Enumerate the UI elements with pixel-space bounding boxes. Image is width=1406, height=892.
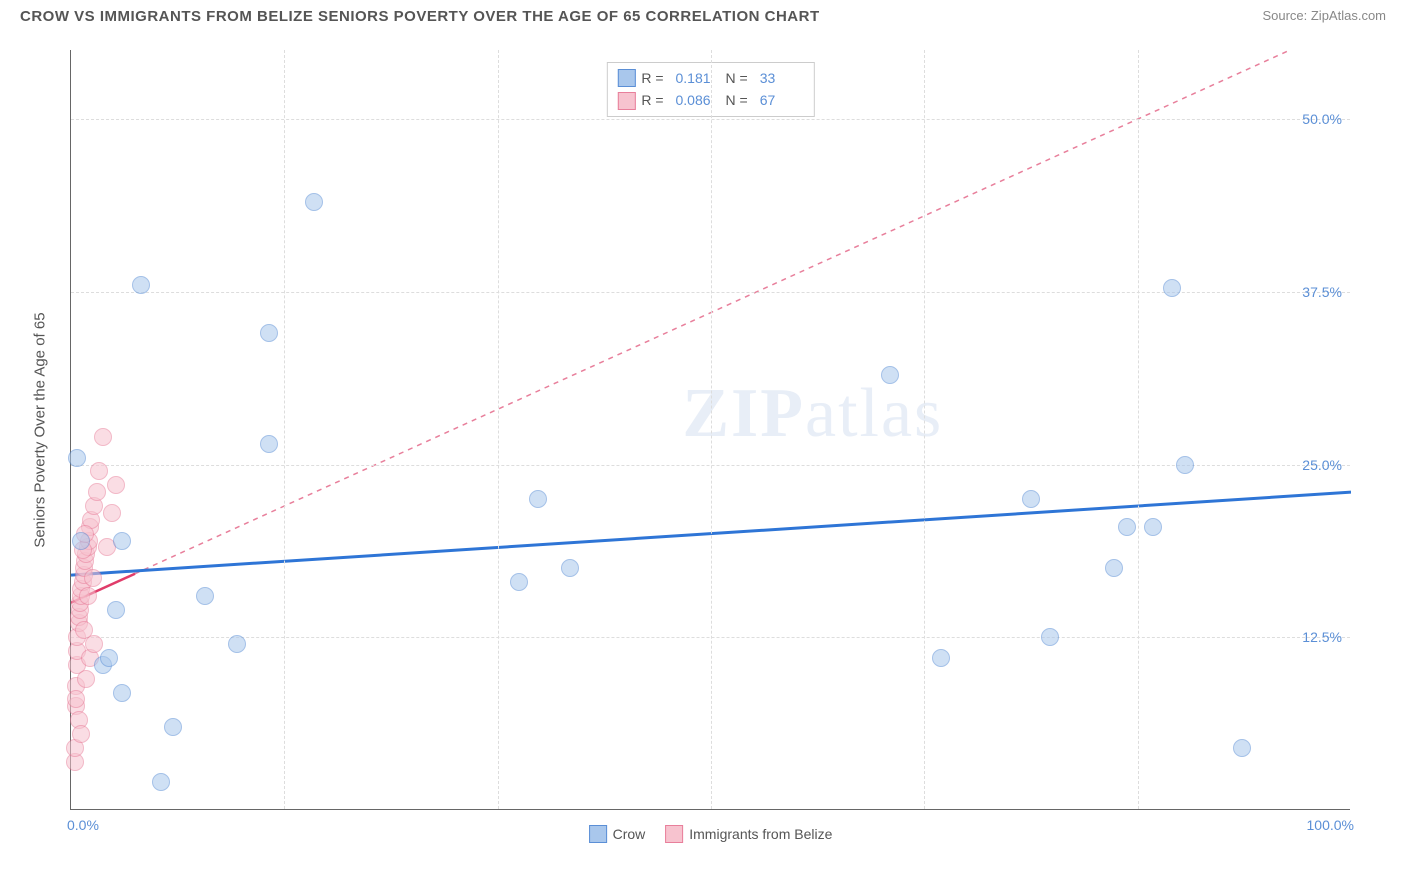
- point-belize: [94, 428, 112, 446]
- point-crow: [132, 276, 150, 294]
- point-belize: [90, 462, 108, 480]
- point-crow: [260, 324, 278, 342]
- legend-swatch-belize: [617, 92, 635, 110]
- gridline-v: [284, 50, 285, 809]
- gridline-v: [1138, 50, 1139, 809]
- x-tick-label: 100.0%: [1307, 817, 1354, 833]
- belize-n-value: 67: [760, 89, 804, 111]
- point-crow: [510, 573, 528, 591]
- point-crow: [196, 587, 214, 605]
- gridline-v: [711, 50, 712, 809]
- legend-item-crow: Crow: [589, 825, 646, 843]
- point-belize: [84, 569, 102, 587]
- point-belize: [107, 476, 125, 494]
- series-legend: Crow Immigrants from Belize: [589, 825, 833, 843]
- point-crow: [881, 366, 899, 384]
- point-belize: [88, 483, 106, 501]
- point-crow: [1118, 518, 1136, 536]
- point-crow: [100, 649, 118, 667]
- point-crow: [1144, 518, 1162, 536]
- chart-container: Seniors Poverty Over the Age of 65 ZIPat…: [50, 40, 1370, 820]
- point-crow: [68, 449, 86, 467]
- legend-swatch-crow: [617, 69, 635, 87]
- point-crow: [1022, 490, 1040, 508]
- point-belize: [103, 504, 121, 522]
- point-crow: [260, 435, 278, 453]
- y-tick-label: 12.5%: [1302, 629, 1342, 645]
- point-belize: [67, 690, 85, 708]
- point-crow: [152, 773, 170, 791]
- y-axis-title: Seniors Poverty Over the Age of 65: [32, 312, 49, 547]
- point-crow: [107, 601, 125, 619]
- point-crow: [529, 490, 547, 508]
- point-crow: [113, 684, 131, 702]
- point-crow: [1163, 279, 1181, 297]
- point-belize: [75, 621, 93, 639]
- point-crow: [561, 559, 579, 577]
- point-crow: [113, 532, 131, 550]
- legend-item-belize: Immigrants from Belize: [665, 825, 832, 843]
- plot-area: ZIPatlas R = 0.181 N = 33 R = 0.086 N = …: [70, 50, 1350, 810]
- y-tick-label: 37.5%: [1302, 284, 1342, 300]
- legend-swatch-crow-2: [589, 825, 607, 843]
- belize-r-value: 0.086: [676, 89, 720, 111]
- point-belize: [77, 670, 95, 688]
- point-crow: [305, 193, 323, 211]
- crow-r-value: 0.181: [676, 67, 720, 89]
- y-tick-label: 25.0%: [1302, 457, 1342, 473]
- gridline-v: [498, 50, 499, 809]
- point-crow: [228, 635, 246, 653]
- point-crow: [1176, 456, 1194, 474]
- source-attribution: Source: ZipAtlas.com: [1262, 8, 1386, 23]
- crow-n-value: 33: [760, 67, 804, 89]
- y-tick-label: 50.0%: [1302, 111, 1342, 127]
- point-belize: [79, 587, 97, 605]
- point-crow: [72, 532, 90, 550]
- point-crow: [1041, 628, 1059, 646]
- point-crow: [932, 649, 950, 667]
- chart-title: CROW VS IMMIGRANTS FROM BELIZE SENIORS P…: [20, 8, 820, 25]
- point-crow: [1233, 739, 1251, 757]
- gridline-v: [924, 50, 925, 809]
- x-tick-label: 0.0%: [67, 817, 99, 833]
- point-belize: [72, 725, 90, 743]
- legend-swatch-belize-2: [665, 825, 683, 843]
- point-crow: [1105, 559, 1123, 577]
- watermark: ZIPatlas: [682, 374, 943, 454]
- point-crow: [164, 718, 182, 736]
